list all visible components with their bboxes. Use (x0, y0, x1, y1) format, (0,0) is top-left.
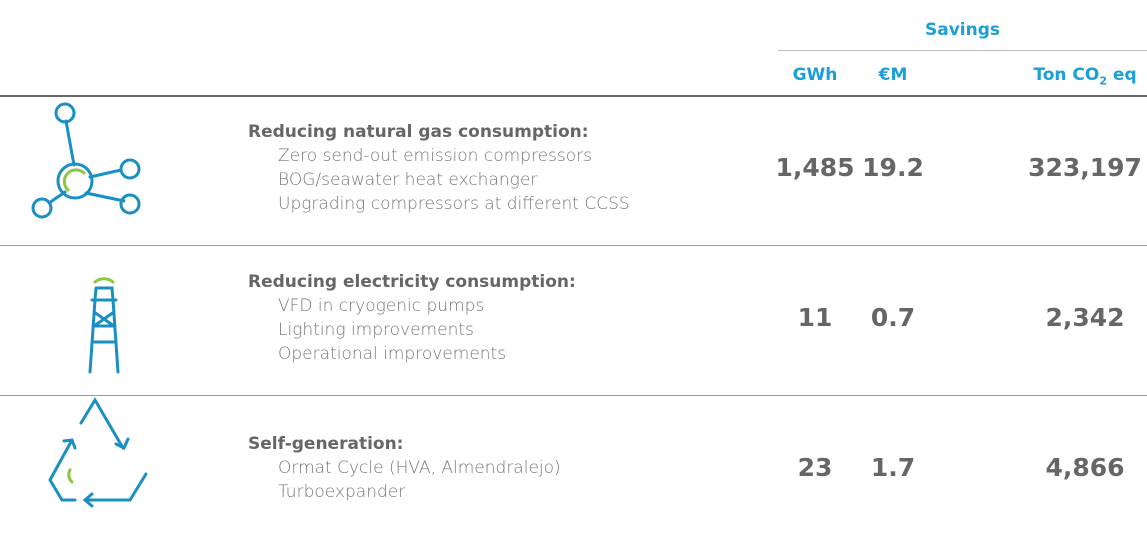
header-bottom-rule (0, 95, 1147, 97)
recycle-icon (48, 397, 148, 508)
column-header-text: GWh (792, 65, 838, 85)
tower-icon (88, 277, 120, 374)
molecule-icon (31, 102, 141, 219)
row-value: 1.7 (870, 453, 916, 482)
column-header-after: eq (1107, 65, 1137, 85)
row-value: 2,342 (1045, 303, 1125, 332)
row-value: 11 (797, 303, 833, 332)
row-item: Turboexpander (278, 482, 406, 502)
savings-header: Savings (924, 20, 1000, 40)
column-header: Ton CO2 eq (1015, 65, 1147, 87)
row-title: Reducing electricity consumption: (248, 272, 576, 292)
row-item: BOG/seawater heat exchanger (278, 170, 538, 190)
row-item: Ormat Cycle (HVA, Almendralejo) (278, 458, 561, 478)
column-header-text: Ton CO (1033, 65, 1100, 85)
row-value: 23 (797, 453, 833, 482)
row-item: Operational improvements (278, 344, 507, 364)
column-header-sub: 2 (1099, 74, 1107, 88)
row-value: 323,197 (1028, 153, 1142, 182)
column-header: €M (848, 65, 938, 85)
row-title: Reducing natural gas consumption: (248, 122, 589, 142)
header-rule (778, 50, 1147, 51)
row-item: Upgrading compressors at different CCSS (278, 194, 630, 214)
column-header-text: €M (878, 65, 908, 85)
icons (31, 102, 148, 508)
row-rule (0, 245, 1147, 246)
row-title: Self-generation: (248, 434, 404, 454)
row-value: 4,866 (1045, 453, 1125, 482)
row-item: Lighting improvements (278, 320, 474, 340)
row-rule (0, 395, 1147, 396)
row-value: 19.2 (862, 153, 924, 182)
row-item: VFD in cryogenic pumps (278, 296, 485, 316)
column-header: GWh (760, 65, 870, 85)
row-item: Zero send-out emission compressors (278, 146, 592, 166)
row-value: 1,485 (775, 153, 855, 182)
row-value: 0.7 (870, 303, 916, 332)
